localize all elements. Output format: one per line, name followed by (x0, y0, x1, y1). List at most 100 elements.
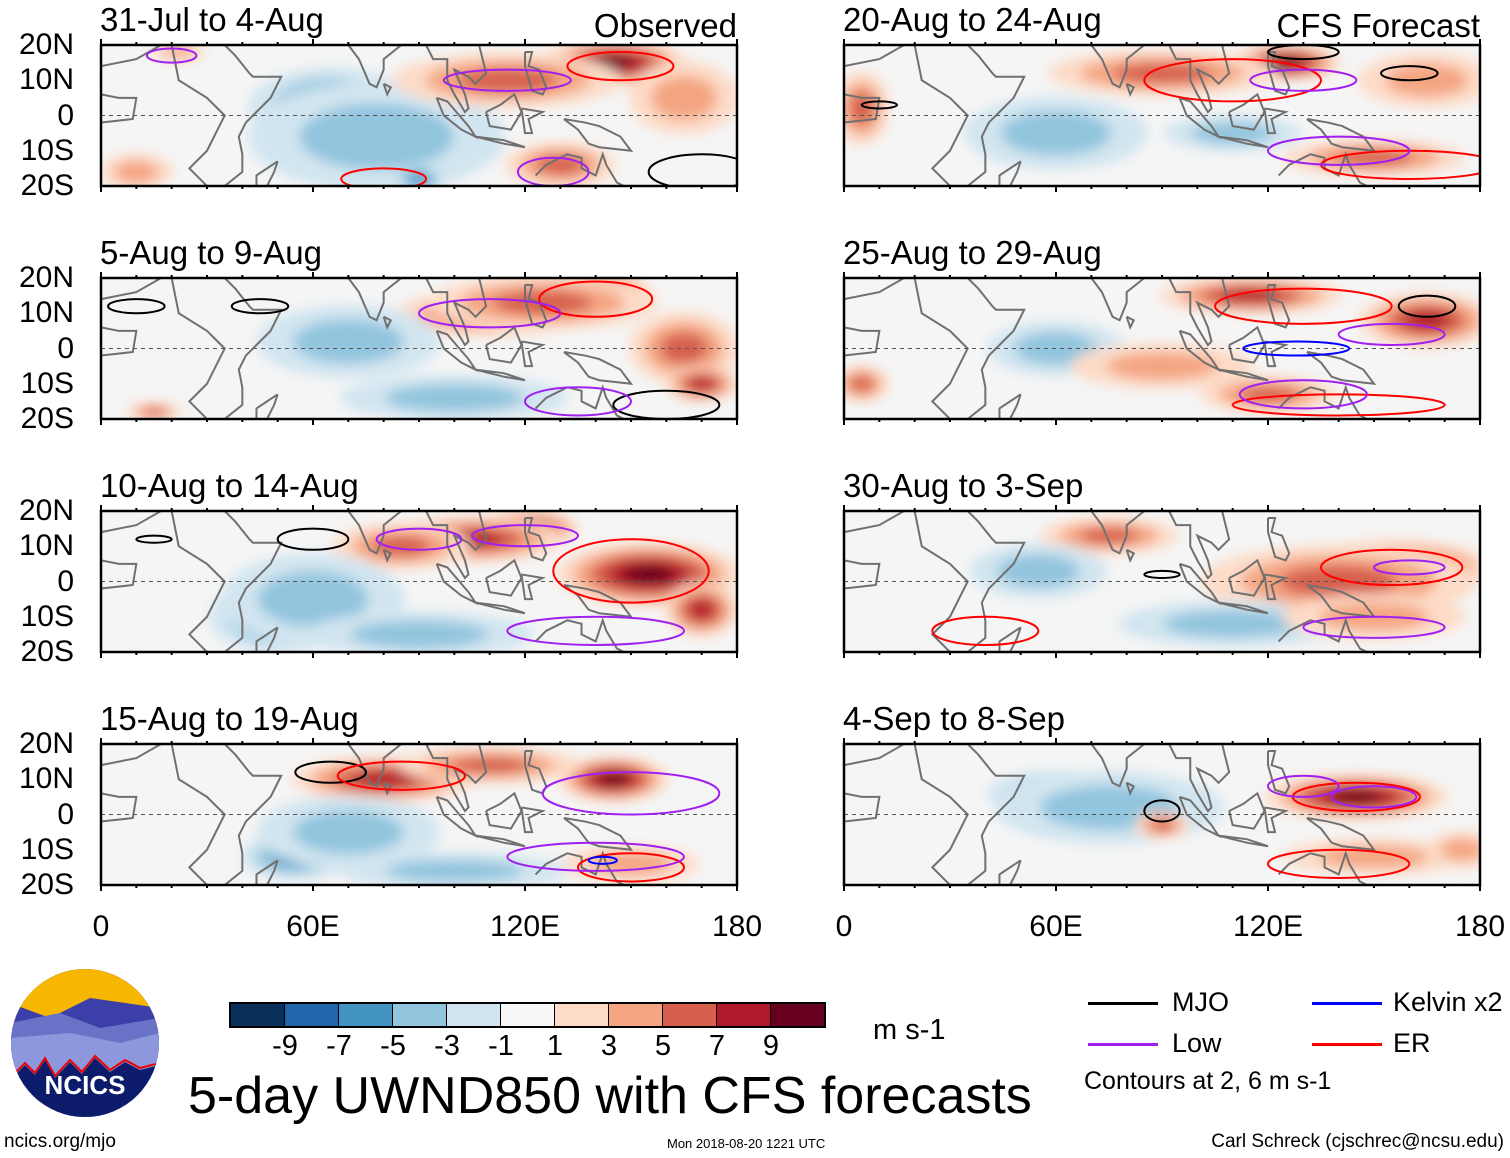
lat-tick: 0 (57, 98, 74, 132)
coastline (475, 135, 526, 149)
coastline (998, 859, 1022, 885)
contour-mjo (107, 298, 166, 315)
coastline (475, 368, 526, 382)
coastline (435, 329, 479, 373)
figure-title: 5-day UWND850 with CFS forecasts (188, 1067, 1032, 1125)
coastline (1263, 806, 1289, 834)
coastline (998, 626, 1022, 652)
wind-anomaly-blob (1014, 332, 1098, 365)
wind-anomaly-blob (1000, 111, 1112, 156)
contour-mjo (647, 153, 737, 186)
coastline (382, 315, 393, 330)
colorbar-swatch (501, 1004, 555, 1026)
coastline (998, 160, 1022, 186)
coastline (223, 511, 283, 652)
panel-title: 31-Jul to 4-Aug (100, 1, 324, 38)
wind-anomaly-blob (1385, 63, 1469, 97)
panel-title: 25-Aug to 29-Aug (843, 234, 1102, 271)
coastline (844, 559, 881, 590)
contour-low (1337, 322, 1446, 346)
coastline (563, 118, 634, 152)
colorbar-swatch (771, 1004, 824, 1026)
coastline (101, 744, 162, 767)
contour-mjo (276, 527, 350, 551)
coastline (1125, 548, 1136, 563)
panel-title: 4-Sep to 8-Sep (843, 700, 1065, 737)
wind-anomaly-blob (650, 75, 718, 120)
coastline (101, 93, 138, 124)
coastline (1263, 107, 1289, 135)
coastline (475, 834, 526, 848)
coastline (255, 160, 279, 186)
footer-timestamp: Mon 2018-08-20 1221 UTC (667, 1136, 826, 1151)
colorbar-swatch (231, 1004, 285, 1026)
panel-title: 30-Aug to 3-Sep (843, 467, 1084, 504)
coastline (101, 45, 162, 68)
coastline (524, 51, 548, 96)
lon-tick: 0 (835, 910, 853, 943)
coastline (1089, 744, 1231, 813)
wind-anomaly-blob (1163, 610, 1302, 638)
contour-er (552, 538, 710, 604)
wind-anomaly-blob (1279, 565, 1398, 598)
lon-tick: 180 (711, 910, 763, 943)
coastline (998, 393, 1022, 419)
coastline (844, 744, 905, 767)
coastline (435, 96, 479, 140)
map-panel (99, 505, 739, 658)
contour-kelvin (1242, 340, 1351, 357)
coastline (534, 850, 625, 885)
lat-tick: 10N (18, 63, 74, 97)
colorbar-swatch (717, 1004, 771, 1026)
lat-tick: 20S (20, 868, 74, 901)
coastline (101, 559, 138, 590)
wind-anomaly-blob (1440, 838, 1480, 861)
lat-tick: 10S (20, 832, 74, 866)
contour-mjo (1267, 45, 1340, 61)
coastline (1306, 351, 1377, 385)
contour-er (538, 280, 654, 318)
wind-anomaly-blob (996, 554, 1080, 588)
legend-low-line (1088, 1043, 1158, 1046)
lon-tick: 0 (92, 910, 110, 943)
coastline (844, 326, 881, 357)
legend-low-label: Low (1172, 1028, 1222, 1058)
coastline (1306, 817, 1377, 851)
colorbar (229, 1002, 826, 1028)
wind-anomaly-blob (1106, 352, 1218, 380)
coastline (563, 351, 634, 385)
coastline (1089, 511, 1231, 580)
contour-mjo (1143, 569, 1181, 579)
contour-low (145, 47, 198, 64)
footer-url[interactable]: ncics.org/mjo (4, 1131, 116, 1152)
colorbar-swatch (555, 1004, 609, 1026)
coastline (520, 107, 546, 135)
wind-anomaly-blob (849, 375, 874, 392)
coastline (1263, 573, 1289, 601)
wind-anomaly-blob (849, 92, 874, 125)
wind-anomaly-blob (1331, 790, 1382, 804)
coastline (844, 278, 905, 301)
contour-low (1373, 559, 1446, 576)
colorbar-swatch (393, 1004, 447, 1026)
coastline (966, 278, 1026, 419)
lat-tick: 10S (20, 366, 74, 400)
colorbar-tick-label: -1 (488, 1030, 514, 1062)
coastline (534, 617, 625, 652)
map-panel (842, 39, 1482, 192)
wind-anomaly-blob (493, 290, 592, 315)
colorbar-tick-label: -7 (326, 1030, 352, 1062)
wind-anomaly-blob (598, 773, 629, 786)
map-panel (842, 738, 1482, 891)
wind-anomaly-blob (1112, 63, 1212, 84)
contour-er (340, 167, 428, 186)
lat-tick: 20S (20, 402, 74, 435)
lon-tick: 120E (489, 910, 561, 943)
legend-er-label: ER (1393, 1028, 1431, 1058)
coastline (1218, 601, 1269, 615)
wind-anomaly-blob (458, 68, 557, 93)
contour-er (566, 51, 675, 82)
wind-anomaly-blob (299, 103, 454, 170)
contour-er (1143, 58, 1322, 103)
lat-tick: 10N (18, 762, 74, 796)
